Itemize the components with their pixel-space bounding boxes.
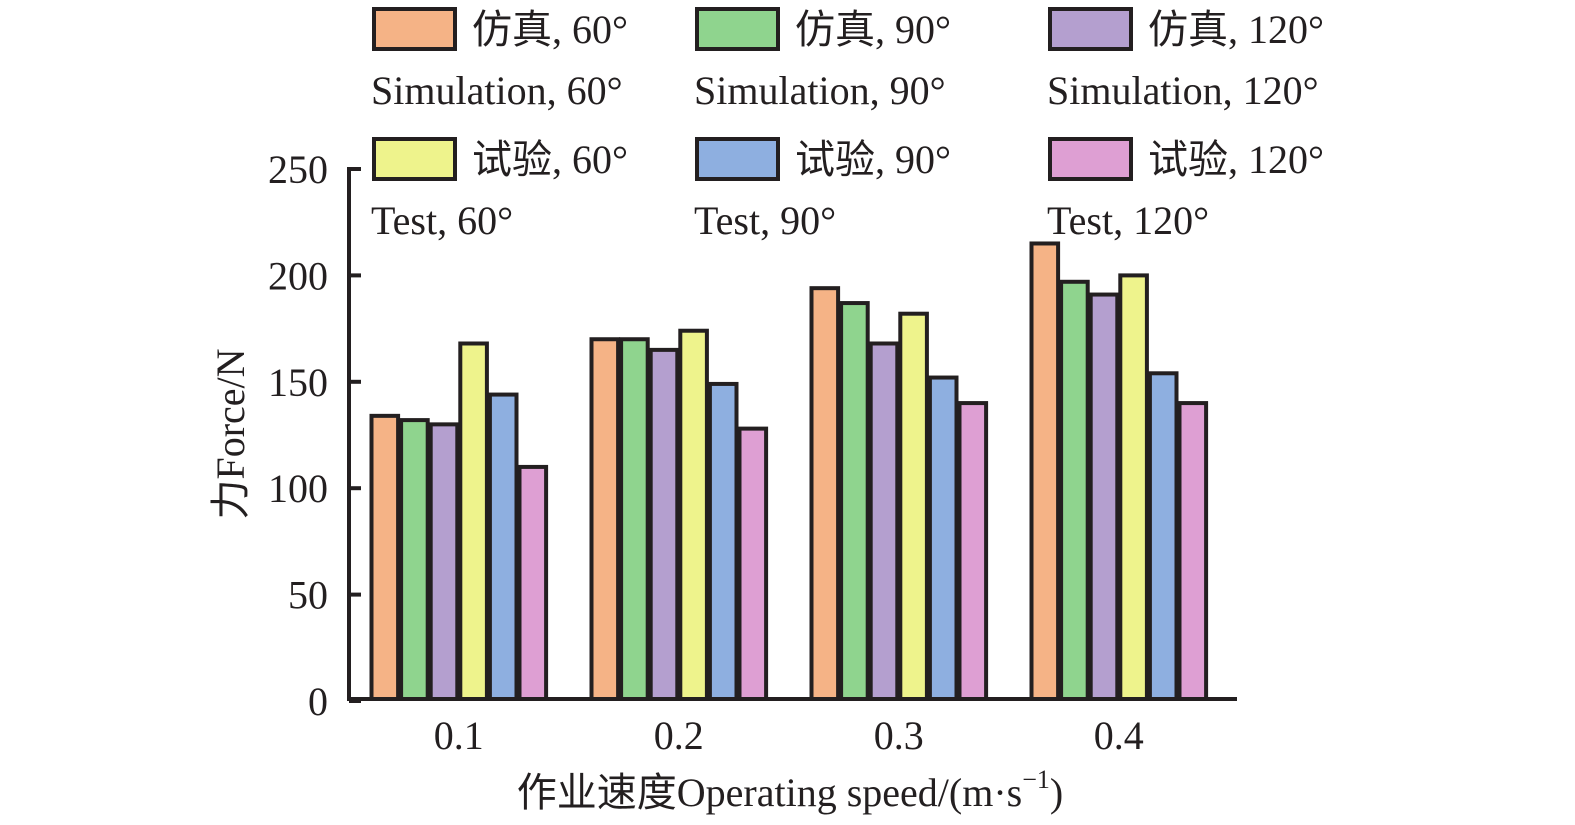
bar-0.3-series-5 xyxy=(957,401,989,701)
legend-label-en: Test, 60° xyxy=(371,198,513,243)
legend-label-en: Simulation, 120° xyxy=(1047,68,1319,113)
x-tick-label: 0.4 xyxy=(1094,713,1144,758)
y-tick-label: 0 xyxy=(308,679,328,724)
bar-0.4-series-5 xyxy=(1177,401,1209,701)
legend-item: 仿真, 90° Simulation, 90° xyxy=(694,7,951,113)
bar-0.4-series-1 xyxy=(1059,279,1090,701)
x-axis-title: 作业速度Operating speed/(m·s−1) xyxy=(517,765,1063,815)
legend-label-en: Test, 90° xyxy=(694,198,836,243)
legend-swatch xyxy=(1048,137,1133,181)
x-tick-label: 0.1 xyxy=(434,713,484,758)
bar-0.2-series-2 xyxy=(648,347,680,701)
bar-0.2-series-5 xyxy=(737,426,769,701)
bars-layer xyxy=(369,241,1209,702)
legend-label-cn: 仿真, 120° xyxy=(1148,7,1324,52)
legend-label-en: Simulation, 60° xyxy=(371,68,623,113)
bar-0.4-series-0 xyxy=(1029,241,1061,701)
bar-0.1-series-2 xyxy=(428,422,460,701)
y-tick-label: 200 xyxy=(268,253,328,298)
x-ticks: 0.1 0.2 0.3 0.4 xyxy=(434,713,1144,758)
legend-swatch xyxy=(372,7,457,51)
bar-0.4-series-4 xyxy=(1147,371,1179,701)
y-tick-label: 100 xyxy=(268,466,328,511)
legend-label-cn: 仿真, 90° xyxy=(795,7,951,52)
legend-item: 试验, 60° Test, 60° xyxy=(371,137,628,243)
legend-swatch xyxy=(695,137,780,181)
bar-0.2-series-3 xyxy=(678,328,709,701)
bar-0.3-series-4 xyxy=(927,375,959,701)
x-axis-title-superscript: −1 xyxy=(1022,765,1050,794)
legend-item: 试验, 90° Test, 90° xyxy=(694,137,951,243)
x-axis-title-main: 作业速度Operating speed/(m·s xyxy=(517,770,1022,815)
legend-item: 试验, 120° Test, 120° xyxy=(1047,137,1324,243)
bar-0.2-series-1 xyxy=(619,337,650,701)
legend-label-cn: 仿真, 60° xyxy=(472,7,628,52)
bar-0.3-series-2 xyxy=(868,341,900,701)
bar-0.1-series-4 xyxy=(487,392,519,701)
x-axis-title-suffix: ) xyxy=(1050,770,1063,815)
bar-0.3-series-1 xyxy=(839,301,870,701)
y-ticks: 0 50 100 150 200 250 xyxy=(268,147,361,724)
legend-swatch xyxy=(1048,7,1133,51)
x-tick-label: 0.3 xyxy=(874,713,924,758)
legend-label-en: Simulation, 90° xyxy=(694,68,946,113)
legend-swatch xyxy=(372,137,457,181)
bar-0.2-series-4 xyxy=(707,381,739,701)
bar-0.1-series-5 xyxy=(517,464,549,702)
bar-0.1-series-3 xyxy=(458,341,489,701)
legend-swatch xyxy=(695,7,780,51)
y-axis-title: 力Force/N xyxy=(208,348,253,519)
y-tick-label: 250 xyxy=(268,147,328,192)
bar-0.3-series-0 xyxy=(809,286,841,701)
y-tick-label: 150 xyxy=(268,360,328,405)
legend-item: 仿真, 120° Simulation, 120° xyxy=(1047,7,1324,113)
bar-0.4-series-2 xyxy=(1088,292,1120,701)
legend: 仿真, 60° Simulation, 60° 仿真, 90° Simulation,… xyxy=(371,7,1324,243)
bar-0.1-series-1 xyxy=(399,418,430,701)
bar-0.3-series-3 xyxy=(898,311,929,701)
bar-0.2-series-0 xyxy=(589,337,621,701)
axes-layer xyxy=(347,167,1237,701)
legend-label-cn: 试验, 120° xyxy=(1148,137,1324,182)
bar-0.1-series-0 xyxy=(369,413,401,701)
legend-label-en: Test, 120° xyxy=(1047,198,1209,243)
legend-item: 仿真, 60° Simulation, 60° xyxy=(371,7,628,113)
bar-0.4-series-3 xyxy=(1118,273,1149,701)
x-tick-label: 0.2 xyxy=(654,713,704,758)
legend-label-cn: 试验, 60° xyxy=(472,137,628,182)
y-tick-label: 50 xyxy=(288,573,328,618)
legend-label-cn: 试验, 90° xyxy=(795,137,951,182)
